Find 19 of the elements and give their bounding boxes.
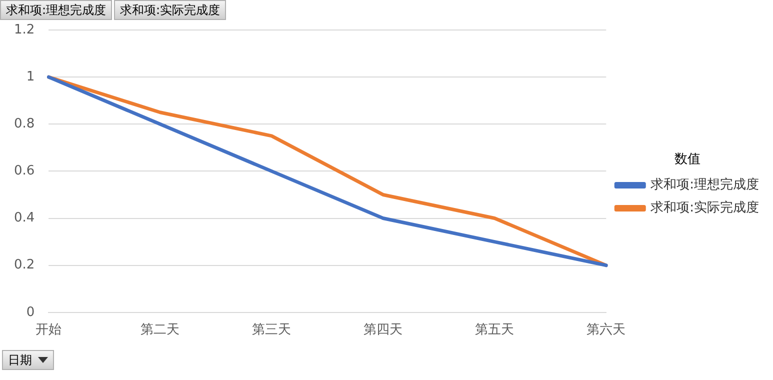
x-tick-label: 开始 (36, 322, 62, 338)
text: 求和项:实际完成度 (114, 0, 226, 20)
legend-label: 求和项:理想完成度 (650, 176, 760, 193)
y-tick-label: 1 (26, 69, 35, 84)
y-tick-label: 0.8 (14, 116, 35, 132)
legend-title: 数值 (674, 152, 701, 168)
x-tick-label: 第四天 (364, 322, 403, 338)
x-axis-title: 日期 (8, 352, 32, 369)
x-tick-label: 第三天 (252, 322, 292, 338)
y-tick-label: 1.2 (14, 22, 35, 38)
x-tick-label: 第二天 (140, 322, 180, 338)
y-tick-label: 0 (26, 304, 35, 320)
legend-label: 求和项:实际完成度 (650, 200, 760, 216)
text: 求和项:理想完成度 (0, 0, 112, 20)
y-tick-label: 0.6 (14, 164, 35, 179)
y-tick-label: 0.2 (14, 258, 35, 273)
y-tick-label: 0.4 (14, 210, 35, 226)
x-tick-label: 第五天 (475, 322, 514, 338)
x-tick-label: 第六天 (586, 322, 626, 338)
